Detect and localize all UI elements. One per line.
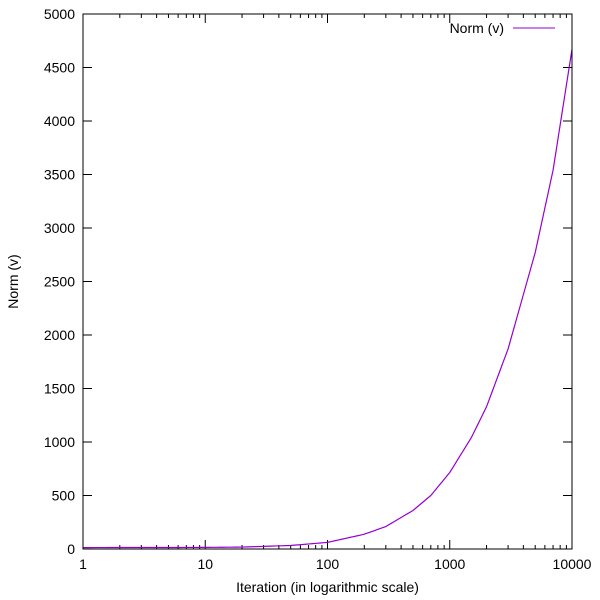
x-tick-label: 1 (79, 556, 87, 572)
y-tick-label: 4500 (44, 60, 75, 76)
x-tick-label: 100 (316, 556, 340, 572)
x-tick-label: 1000 (434, 556, 465, 572)
y-tick-label: 500 (52, 488, 76, 504)
x-tick-label: 10000 (553, 556, 592, 572)
y-tick-label: 3000 (44, 220, 75, 236)
x-axis-title: Iteration (in logarithmic scale) (236, 579, 419, 595)
y-tick-label: 2500 (44, 274, 75, 290)
y-tick-label: 1500 (44, 381, 75, 397)
y-tick-label: 2000 (44, 327, 75, 343)
axis-ticks (82, 13, 573, 550)
y-tick-label: 0 (67, 541, 75, 557)
legend-label: Norm (v) (450, 20, 504, 36)
plot-frame (82, 13, 573, 550)
y-tick-label: 4000 (44, 113, 75, 129)
series-layer (82, 49, 573, 549)
y-tick-label: 5000 (44, 6, 75, 22)
y-tick-label: 3500 (44, 167, 75, 183)
y-tick-label: 1000 (44, 434, 75, 450)
x-tick-label: 10 (197, 556, 213, 572)
legend: Norm (v) (450, 20, 555, 36)
y-axis-title: Norm (v) (5, 254, 21, 308)
tick-labels: 0 500 1000 1500 2000 2500 3000 3500 4000 4500 5000… (44, 6, 592, 572)
series-line (82, 49, 573, 549)
